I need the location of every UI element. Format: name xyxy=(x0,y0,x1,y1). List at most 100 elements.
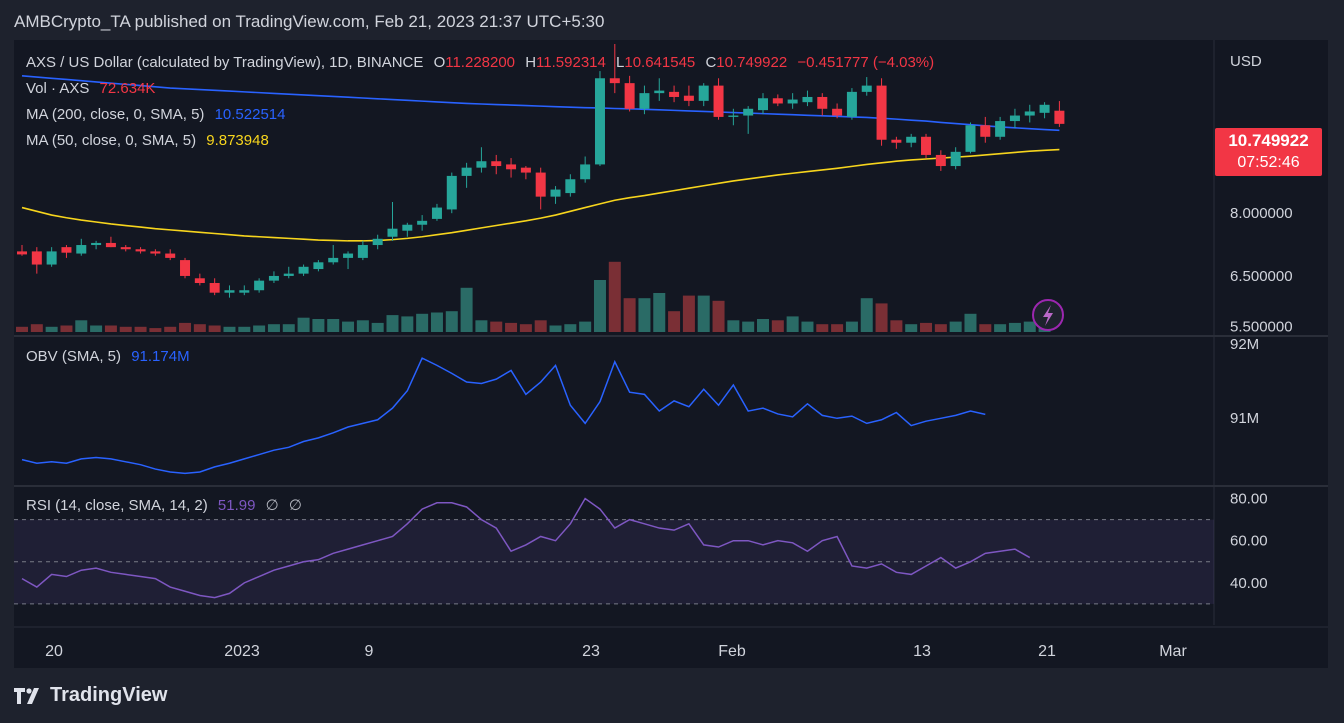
candle-body xyxy=(76,245,87,254)
candle-body xyxy=(995,121,1006,137)
candle-body xyxy=(1024,111,1035,116)
high-value: 11.592314 xyxy=(536,54,606,71)
candle-body xyxy=(832,108,843,116)
open-value: 11.228200 xyxy=(445,54,516,71)
obv-tick-label: 91M xyxy=(1230,410,1259,427)
obv-line xyxy=(21,357,986,475)
candle-body xyxy=(61,247,72,253)
candle-body xyxy=(669,91,680,97)
volume-bar xyxy=(742,321,755,332)
volume-bar xyxy=(964,313,977,332)
candle-body xyxy=(965,125,976,152)
time-tick-label: 23 xyxy=(582,643,600,660)
chart-frame[interactable] xyxy=(14,40,1328,668)
ma200-legend: MA (200, close, 0, SMA, 5) 10.522514 xyxy=(26,106,291,123)
ma50-label: MA (50, close, 0, SMA, 5) xyxy=(26,132,197,149)
candle-body xyxy=(239,290,250,293)
candle-body xyxy=(283,273,294,276)
volume-value: 72.634K xyxy=(99,80,156,97)
volume-bar xyxy=(623,298,636,332)
change-value: −0.451777 (−4.03%) xyxy=(797,54,935,71)
candle-body xyxy=(357,245,368,258)
candle-body xyxy=(935,154,946,167)
candle-body xyxy=(46,251,57,265)
volume-bar xyxy=(16,326,28,332)
volume-bar xyxy=(223,326,236,332)
candle-body xyxy=(328,257,339,263)
volume-bar xyxy=(104,325,117,332)
candle-body xyxy=(372,238,383,246)
candle-body xyxy=(891,139,902,143)
low-label: L xyxy=(616,54,625,71)
volume-bar xyxy=(164,326,177,332)
candle-body xyxy=(639,93,650,109)
volume-bar xyxy=(934,324,947,332)
open-label: O xyxy=(433,54,446,71)
time-tick-label: Feb xyxy=(718,643,746,660)
candle-body xyxy=(906,136,917,143)
obv-tick-label: 92M xyxy=(1230,336,1259,353)
volume-bar xyxy=(608,261,621,332)
candle-body xyxy=(713,85,724,117)
volume-bar xyxy=(430,312,443,332)
volume-bar xyxy=(30,324,43,332)
candle-body xyxy=(698,85,709,101)
candle-body xyxy=(535,172,546,197)
candle-body xyxy=(343,253,354,258)
candle-body xyxy=(980,125,991,137)
volume-bar xyxy=(238,326,251,332)
candle-body xyxy=(772,98,783,104)
candle-body xyxy=(817,96,828,109)
volume-bar xyxy=(342,321,355,332)
symbol-title: AXS / US Dollar (calculated by TradingVi… xyxy=(26,54,424,71)
tradingview-brand[interactable]: TradingView xyxy=(14,684,167,707)
volume-bar xyxy=(519,324,532,332)
candle-body xyxy=(520,167,531,173)
rsi-value: 51.99 xyxy=(217,497,256,514)
candle-body xyxy=(728,115,739,117)
volume-bar xyxy=(490,321,503,332)
candle-body xyxy=(165,253,176,258)
candle-body xyxy=(1009,115,1020,122)
candle-body xyxy=(1054,110,1065,124)
volume-bar xyxy=(179,322,192,332)
candle-body xyxy=(846,91,857,117)
lightning-icon xyxy=(1043,305,1053,326)
volume-bar xyxy=(845,321,858,332)
obv-label: OBV (SMA, 5) xyxy=(26,348,122,365)
candle-body xyxy=(431,207,442,219)
volume-bar xyxy=(786,316,799,332)
candle-body xyxy=(417,220,428,225)
candle-body xyxy=(298,266,309,274)
volume-label: Vol · AXS xyxy=(26,80,90,97)
volume-bar xyxy=(297,317,310,332)
candle-body xyxy=(491,161,502,167)
volume-bar xyxy=(638,298,651,332)
volume-bar xyxy=(149,328,162,332)
high-label: H xyxy=(525,54,537,71)
candle-body xyxy=(91,242,102,246)
candle-body xyxy=(254,280,265,291)
volume-bar xyxy=(401,316,414,332)
bar-countdown: 07:52:46 xyxy=(1237,154,1300,171)
ma50-legend: MA (50, close, 0, SMA, 5) 9.873948 xyxy=(26,132,275,149)
tradingview-logo-icon xyxy=(14,687,39,704)
volume-bar xyxy=(534,320,547,332)
volume-bar xyxy=(445,311,458,332)
candle-body xyxy=(565,179,576,194)
candle-body xyxy=(120,247,131,250)
candle-body xyxy=(31,251,42,265)
candle-body xyxy=(180,260,191,276)
candle-body xyxy=(224,290,235,293)
volume-bar xyxy=(860,298,873,332)
candle-body xyxy=(105,242,116,248)
candle-body xyxy=(461,167,472,176)
volume-bar xyxy=(757,319,769,332)
volume-bar xyxy=(356,320,369,332)
volume-bar xyxy=(979,324,992,332)
price-axis-unit: USD xyxy=(1230,53,1262,70)
volume-bar xyxy=(75,320,88,332)
rsi-tick-label: 60.00 xyxy=(1230,533,1268,550)
volume-bar xyxy=(267,324,280,332)
